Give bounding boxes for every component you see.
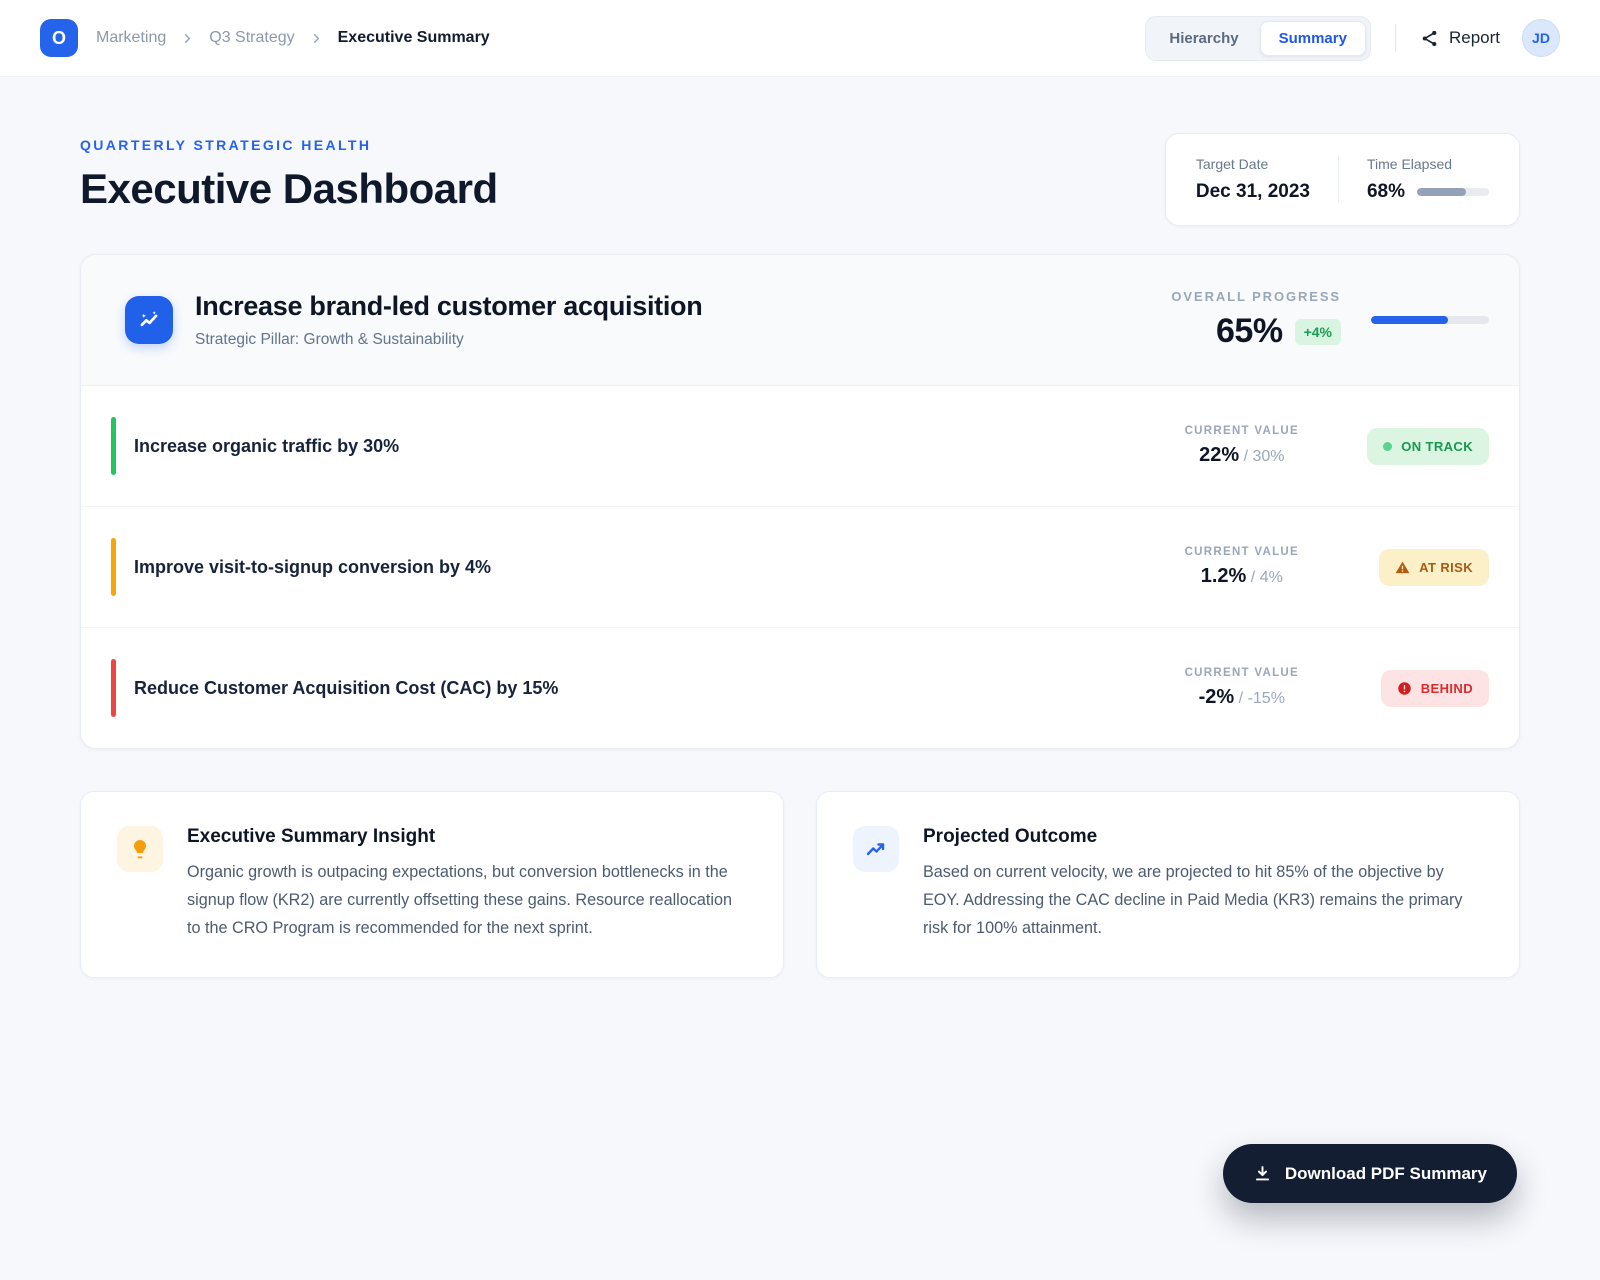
time-elapsed-block: Time Elapsed 68% [1367,156,1489,203]
insight-content: Projected Outcome Based on current veloc… [923,826,1483,943]
objective-header: Increase brand-led customer acquisition … [81,255,1519,386]
share-report-button[interactable]: Report [1420,28,1500,48]
progress-delta-badge: +4% [1294,318,1341,345]
breadcrumb-current-page: Executive Summary [337,29,490,46]
target-value: / 4% [1250,569,1283,586]
status-badge: AT RISK [1379,548,1489,586]
chevron-right-icon [180,31,195,46]
projected-outcome-card: Projected Outcome Based on current veloc… [816,791,1520,978]
status-badge: ON TRACK [1367,427,1489,465]
lightbulb-icon [117,826,163,872]
download-label: Download PDF Summary [1284,1163,1487,1183]
breadcrumb-q3-strategy[interactable]: Q3 Strategy [209,29,295,46]
alert-circle-icon [1397,681,1412,696]
breadcrumb-marketing[interactable]: Marketing [96,29,167,46]
key-result-title: Improve visit-to-signup conversion by 4% [134,556,492,577]
vertical-divider [1394,24,1396,52]
report-label: Report [1448,28,1500,47]
breadcrumb: Marketing Q3 Strategy Executive Summary [96,29,490,47]
app-logo[interactable]: O [40,19,78,57]
page-header: QUARTERLY STRATEGIC HEALTH Executive Das… [0,77,1600,226]
time-elapsed-value: 68% [1366,181,1405,202]
status-badge: BEHIND [1380,669,1489,707]
toggle-hierarchy-button[interactable]: Hierarchy [1150,21,1257,56]
current-value: 1.2% [1200,565,1247,587]
objective-subtitle: Strategic Pillar: Growth & Sustainabilit… [195,331,464,348]
status-accent-bar [111,538,116,596]
toggle-summary-button[interactable]: Summary [1259,20,1366,56]
insight-cards: Executive Summary Insight Organic growth… [80,791,1520,978]
time-elapsed-label: Time Elapsed [1366,156,1453,172]
insight-body: Based on current velocity, we are projec… [923,863,1463,937]
current-value-label: CURRENT VALUE [1184,546,1299,558]
insight-body: Organic growth is outpacing expectations… [187,863,732,937]
current-value-block: CURRENT VALUE 1.2% / 4% [1185,546,1299,588]
target-value: / 30% [1243,448,1285,465]
objective-title: Increase brand-led customer acquisition [195,291,703,321]
overall-progress-fill [1371,316,1448,324]
key-result-title: Reduce Customer Acquisition Cost (CAC) b… [134,677,559,698]
overall-progress-label: OVERALL PROGRESS [1171,289,1341,304]
current-value-block: CURRENT VALUE -2% / -15% [1185,667,1299,709]
chevron-right-icon [309,31,324,46]
current-value-block: CURRENT VALUE 22% / 30% [1185,425,1299,467]
target-date-value: Dec 31, 2023 [1195,181,1310,202]
key-result-row[interactable]: Improve visit-to-signup conversion by 4%… [81,506,1519,627]
current-value-label: CURRENT VALUE [1184,667,1299,679]
insight-title: Executive Summary Insight [187,826,436,847]
overall-progress-block: OVERALL PROGRESS 65% +4% [1171,289,1489,351]
key-result-row[interactable]: Reduce Customer Acquisition Cost (CAC) b… [81,627,1519,748]
status-accent-bar [111,659,116,717]
timeline-meta-card: Target Date Dec 31, 2023 Time Elapsed 68… [1164,133,1520,226]
target-date-block: Target Date Dec 31, 2023 [1196,156,1310,203]
insight-title: Projected Outcome [923,826,1098,847]
user-avatar[interactable]: JD [1522,19,1560,57]
page-header-titles: QUARTERLY STRATEGIC HEALTH Executive Das… [80,137,498,213]
overall-progress-bar [1371,316,1489,324]
status-label: BEHIND [1420,680,1473,696]
time-elapsed-progress-bar [1417,188,1489,196]
trending-up-icon [853,826,899,872]
key-result-title: Increase organic traffic by 30% [134,435,400,456]
status-dot-icon [1383,441,1393,451]
eyebrow-label: QUARTERLY STRATEGIC HEALTH [80,137,372,153]
status-label: ON TRACK [1401,438,1473,454]
current-value-label: CURRENT VALUE [1184,425,1299,437]
time-elapsed-progress-fill [1417,188,1466,196]
objective-card: Increase brand-led customer acquisition … [80,254,1520,749]
download-icon [1253,1164,1272,1183]
status-label: AT RISK [1419,559,1473,575]
download-pdf-button[interactable]: Download PDF Summary [1222,1144,1517,1203]
vertical-divider [1337,156,1339,203]
current-value: 22% [1199,444,1240,466]
objective-titles: Increase brand-led customer acquisition … [195,291,703,349]
view-toggle: Hierarchy Summary [1145,15,1371,61]
executive-summary-insight-card: Executive Summary Insight Organic growth… [80,791,784,978]
top-navigation-bar: O Marketing Q3 Strategy Executive Summar… [0,0,1600,77]
trend-sparkle-icon [125,296,173,344]
current-value: -2% [1198,686,1235,708]
overall-progress-value: 65% [1216,312,1283,350]
key-result-row[interactable]: Increase organic traffic by 30% CURRENT … [81,386,1519,506]
target-value: / -15% [1238,690,1285,707]
insight-content: Executive Summary Insight Organic growth… [187,826,747,943]
warning-triangle-icon [1395,560,1410,575]
page-title: Executive Dashboard [80,165,498,212]
share-icon [1420,29,1439,48]
topbar-actions: Hierarchy Summary Report JD [1145,15,1560,61]
status-accent-bar [111,417,116,475]
target-date-label: Target Date [1195,156,1269,172]
